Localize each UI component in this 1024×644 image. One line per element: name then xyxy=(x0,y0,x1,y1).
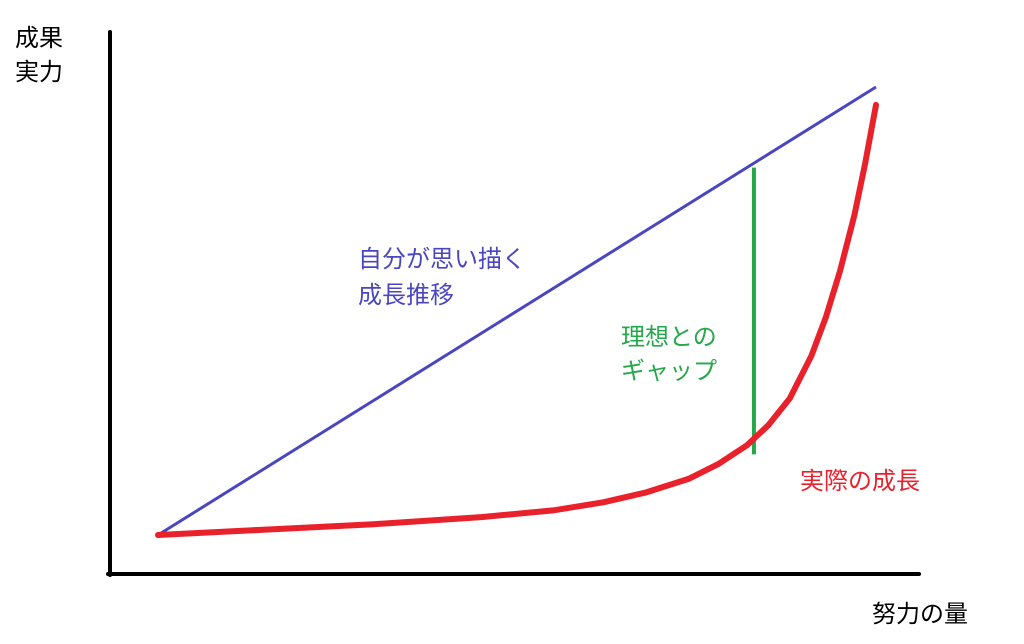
y-axis-label-line-2: 実力 xyxy=(15,58,63,86)
actual-growth-curve xyxy=(155,101,879,538)
gap-label-line-1: 理想との xyxy=(621,323,717,351)
ideal-growth-line xyxy=(157,85,877,537)
y-axis-label-line-1: 成果 xyxy=(15,24,63,52)
x-axis-label: 努力の量 xyxy=(872,600,968,628)
gap-label-line-2: ギャップ xyxy=(621,357,717,385)
ideal-series-label-line-2: 成長推移 xyxy=(358,281,454,309)
ideal-series-label-line-1: 自分が思い描く xyxy=(358,245,526,273)
actual-series-label: 実際の成長 xyxy=(800,467,920,495)
